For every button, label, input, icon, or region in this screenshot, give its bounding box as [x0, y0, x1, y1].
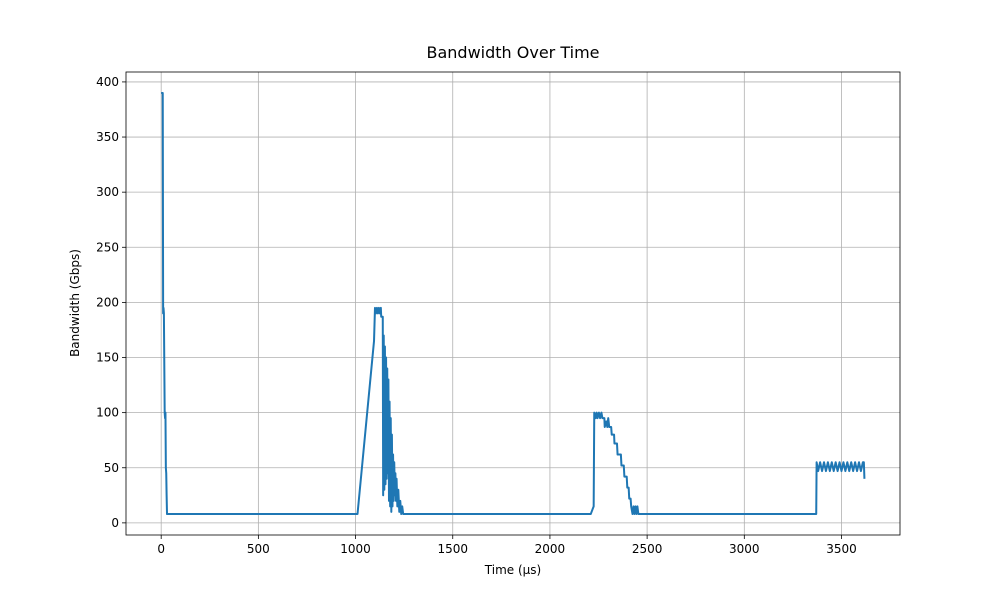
plot-frame [125, 71, 901, 536]
y-tick-label: 300 [96, 185, 119, 199]
y-tick-label: 250 [96, 240, 119, 254]
y-tick-label: 350 [96, 130, 119, 144]
x-tick-label: 3500 [826, 542, 857, 556]
y-tick-label: 150 [96, 351, 119, 365]
x-axis-label: Time (μs) [484, 563, 541, 577]
x-tick-label: 0 [157, 542, 165, 556]
chart-title: Bandwidth Over Time [427, 43, 600, 62]
x-tick-label: 1000 [340, 542, 371, 556]
y-tick-label: 400 [96, 75, 119, 89]
data-line [161, 91, 866, 516]
x-tick-label: 2000 [535, 542, 566, 556]
y-axis-label: Bandwidth (Gbps) [68, 249, 82, 357]
x-tick-label: 3000 [729, 542, 760, 556]
y-tick-label: 0 [111, 516, 119, 530]
y-tick-label: 100 [96, 406, 119, 420]
y-tick-label: 50 [104, 461, 119, 475]
x-tick-label: 500 [247, 542, 270, 556]
x-tick-label: 2500 [632, 542, 663, 556]
y-tick-label: 200 [96, 295, 119, 309]
x-tick-label: 1500 [437, 542, 468, 556]
